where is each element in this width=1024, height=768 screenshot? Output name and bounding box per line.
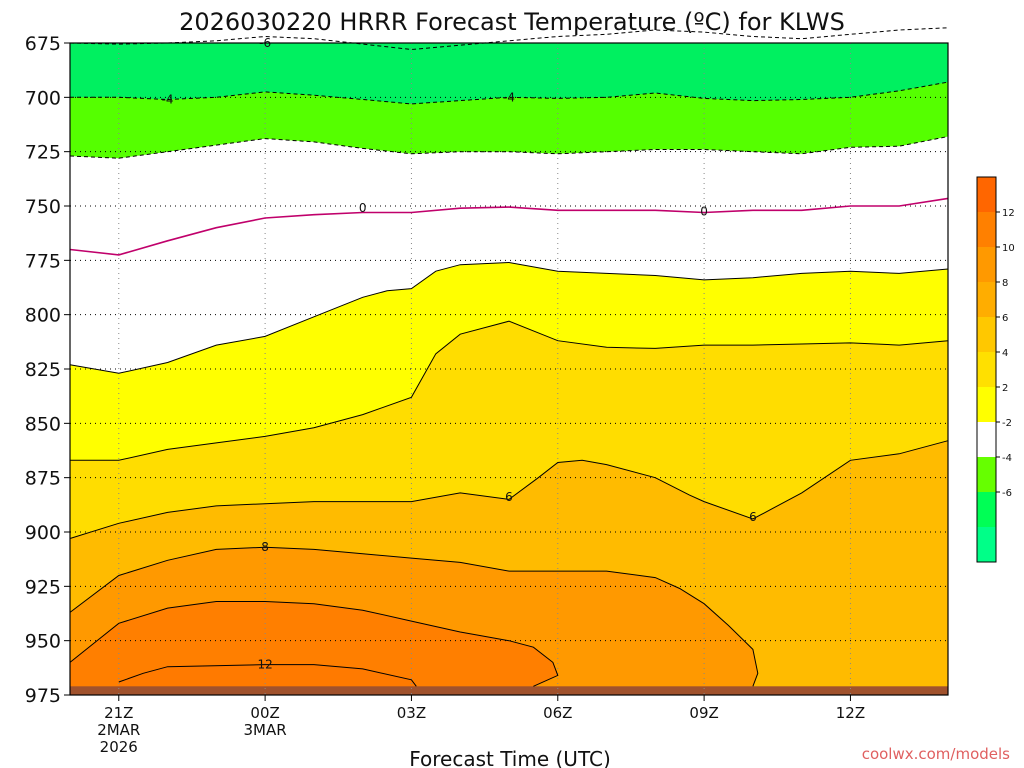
colorbar-swatch (977, 282, 996, 317)
colorbar-label: 4 (1002, 348, 1008, 359)
y-tick-label: 850 (25, 413, 61, 435)
x-tick-label: 21Z (104, 704, 133, 722)
y-tick-label: 675 (25, 33, 61, 55)
y-tick-label: 900 (25, 522, 61, 544)
colorbar-label: 8 (1002, 278, 1008, 289)
colorbar-swatch (977, 387, 996, 422)
contour-line (69, 261, 949, 374)
contour-label: -4 (162, 93, 174, 107)
colorbar-label: -6 (1002, 488, 1012, 499)
y-tick-label: 975 (25, 685, 61, 707)
x-tick-label: 12Z (836, 704, 865, 722)
y-tick-label: 775 (25, 250, 61, 272)
y-tick-label: 750 (25, 196, 61, 218)
colorbar-label: 2 (1002, 383, 1008, 394)
contour-line (69, 601, 559, 687)
x-tick-label: 03Z (397, 704, 426, 722)
colorbar-label: 12 (1002, 208, 1015, 219)
contour-label: 0 (700, 204, 708, 218)
x-tick-label: 06Z (543, 704, 572, 722)
contour-label: 0 (359, 201, 367, 215)
y-tick-label: 800 (25, 305, 61, 327)
x-tick-label: 2MAR (97, 721, 140, 739)
chart-title: 2026030220 HRRR Forecast Temperature (ºC… (179, 8, 845, 36)
colorbar-label: 10 (1002, 243, 1015, 254)
y-tick-label: 825 (25, 359, 61, 381)
x-tick-label: 00Z (250, 704, 279, 722)
contour-label: 6 (749, 510, 757, 524)
colorbar-swatch (977, 177, 996, 212)
contour-label: 12 (257, 658, 272, 672)
colorbar-swatch (977, 212, 996, 247)
ground-surface (70, 686, 948, 695)
contour-label: 6 (505, 490, 513, 504)
colorbar-swatch (977, 247, 996, 282)
contour-line (69, 440, 949, 539)
colorbar-swatch (977, 492, 996, 527)
contour-line (69, 136, 949, 159)
y-tick-label: 875 (25, 468, 61, 490)
colorbar-swatch (977, 527, 996, 562)
colorbar-label: -4 (1002, 453, 1012, 464)
x-axis-label: Forecast Time (UTC) (409, 747, 611, 768)
y-tick-label: 925 (25, 576, 61, 598)
colorbar-swatch (977, 352, 996, 387)
contour-line (69, 197, 949, 256)
colorbar: 12 10 8 6 4 2 -2 -4 -6 (976, 176, 1015, 563)
y-tick-label: 950 (25, 631, 61, 653)
fill-band-neg4 (70, 43, 948, 104)
x-tick-label: 2026 (100, 738, 138, 756)
y-tick-label: 700 (25, 87, 61, 109)
colorbar-swatch (977, 317, 996, 352)
colorbar-label: 6 (1002, 313, 1008, 324)
credit-text: coolwx.com/models (862, 745, 1010, 763)
y-axis: 675 700 725 750 775 800 825 850 875 900 925 950 975 (25, 33, 70, 707)
contour-line (70, 320, 949, 461)
contour-line (69, 546, 759, 687)
colorbar-swatch (977, 457, 996, 492)
contour-line (118, 664, 417, 687)
contour-label: 8 (261, 540, 269, 554)
y-tick-label: 725 (25, 142, 61, 164)
contour-label: -4 (503, 90, 515, 104)
colorbar-swatch (977, 422, 996, 457)
x-tick-label: 09Z (689, 704, 718, 722)
x-tick-label: 3MAR (244, 721, 287, 739)
colorbar-label: -2 (1002, 418, 1012, 429)
colorbar-frame (976, 176, 997, 563)
